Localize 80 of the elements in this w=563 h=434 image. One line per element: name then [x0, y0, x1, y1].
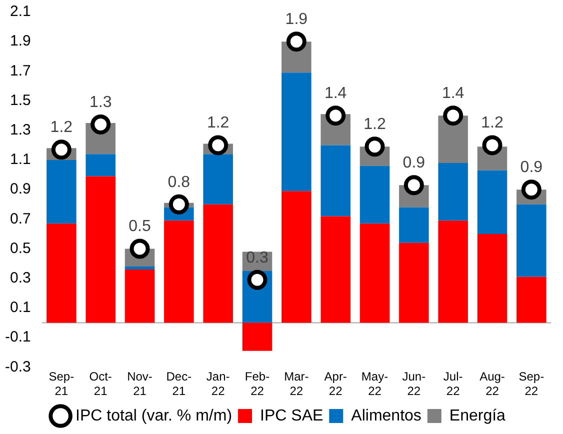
point: [90, 114, 111, 134]
y-tick-label: -0.1: [4, 328, 31, 346]
bar: [320, 216, 350, 323]
y-tick-label: 1.7: [10, 62, 31, 80]
y-tick-label: 0.3: [10, 270, 31, 287]
legend-label: Energía: [449, 407, 506, 424]
y-tick-label: 1.1: [10, 151, 31, 168]
x-tick-label: Oct-21: [89, 370, 112, 398]
bar: [282, 72, 312, 192]
x-tick-label: Nov-21: [127, 370, 152, 398]
bar: [203, 154, 233, 204]
point: [51, 140, 72, 160]
bar: [477, 234, 508, 323]
point: [443, 106, 464, 126]
point: [521, 180, 542, 200]
x-tick-label: Dec-21: [166, 370, 192, 398]
y-tick-label: 1.3: [10, 122, 31, 139]
data-label: 0.9: [520, 159, 543, 176]
data-label: 1.4: [442, 85, 464, 102]
x-tick-label: Jan-22: [206, 370, 230, 398]
bar: [360, 224, 390, 323]
point: [482, 135, 502, 156]
bar: [399, 242, 429, 323]
x-tick-label: Aug-22: [480, 370, 505, 398]
y-tick-label: -0.3: [4, 358, 31, 376]
point: [130, 238, 150, 259]
x-tick-label: Sep-22: [518, 370, 544, 398]
y-tick-label: 1.9: [10, 32, 31, 50]
y-tick-label: 1.5: [10, 92, 31, 109]
x-tick-label: Apr-22: [324, 370, 347, 398]
bar: [399, 207, 429, 243]
x-tick-label: Mar-22: [284, 370, 309, 398]
point: [168, 194, 189, 214]
data-label: 1.2: [50, 119, 73, 136]
data-label: 0.3: [246, 249, 268, 266]
bar: [46, 224, 76, 323]
data-label: 1.4: [324, 85, 347, 102]
point: [208, 135, 228, 156]
x-tick-label: May-22: [361, 370, 388, 398]
data-label: 1.2: [206, 114, 230, 132]
bar: [320, 145, 350, 216]
bar: [438, 220, 468, 323]
y-tick-label: 0.5: [10, 240, 31, 257]
bar: [242, 322, 272, 351]
x-tick-label: Feb-22: [244, 370, 270, 398]
data-label: 1.2: [481, 114, 504, 132]
x-tick-label: Jul-22: [443, 370, 463, 398]
bar: [46, 160, 76, 224]
data-label: 1.2: [364, 116, 386, 134]
point: [247, 270, 268, 290]
bar: [360, 166, 390, 224]
data-label: 0.9: [402, 154, 426, 172]
bar: [282, 191, 312, 323]
point: [364, 136, 385, 157]
x-tick-label: Jun-22: [402, 370, 426, 398]
bar: [86, 154, 116, 176]
data-label: 1.3: [89, 94, 112, 111]
bar: [124, 266, 155, 270]
y-tick-label: 0.7: [10, 210, 31, 228]
point: [404, 175, 424, 196]
bar: [438, 162, 468, 221]
bar: [516, 204, 546, 277]
data-label: 1.9: [285, 11, 308, 28]
data-label: 0.8: [168, 174, 190, 191]
point: [286, 32, 306, 52]
x-tick-label: Sep-21: [48, 370, 74, 398]
point: [326, 106, 346, 126]
legend-label: Alimentos: [351, 407, 422, 424]
bar: [516, 276, 546, 323]
data-label: 0.5: [128, 218, 151, 236]
bar: [86, 176, 116, 323]
bar: [164, 220, 194, 323]
bar: [124, 270, 155, 323]
y-tick-label: 0.9: [10, 180, 31, 198]
bar: [203, 204, 233, 323]
legend-label: IPC total (var. % m/m): [76, 407, 232, 424]
bar: [477, 170, 508, 234]
y-tick-label: 0.1: [10, 299, 31, 316]
y-tick-label: 2.1: [10, 3, 31, 20]
legend-label: IPC SAE: [260, 407, 324, 424]
